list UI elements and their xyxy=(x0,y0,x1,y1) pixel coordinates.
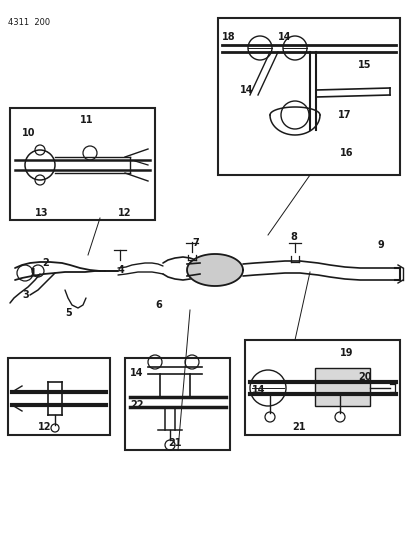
Text: 17: 17 xyxy=(338,110,352,120)
Ellipse shape xyxy=(187,254,243,286)
Text: 12: 12 xyxy=(118,208,131,218)
Text: 21: 21 xyxy=(168,438,182,448)
Text: 14: 14 xyxy=(278,32,291,42)
Bar xyxy=(245,340,400,435)
Text: 7: 7 xyxy=(192,238,199,248)
Text: 11: 11 xyxy=(80,115,93,125)
Bar xyxy=(8,358,110,435)
Text: 1: 1 xyxy=(30,268,37,278)
Text: 18: 18 xyxy=(222,32,236,42)
Text: 4: 4 xyxy=(118,265,125,275)
Text: 2: 2 xyxy=(42,258,49,268)
Bar xyxy=(315,368,370,406)
Text: 10: 10 xyxy=(22,128,35,138)
Text: 8: 8 xyxy=(290,232,297,242)
Text: 3: 3 xyxy=(22,290,29,300)
Text: 9: 9 xyxy=(378,240,385,250)
Text: 21: 21 xyxy=(292,422,306,432)
Text: 22: 22 xyxy=(130,400,144,410)
Text: 13: 13 xyxy=(35,208,49,218)
Text: 5: 5 xyxy=(65,308,72,318)
Text: 15: 15 xyxy=(358,60,372,70)
Text: 20: 20 xyxy=(358,372,372,382)
Bar xyxy=(218,18,400,175)
Text: 14: 14 xyxy=(252,385,266,395)
Text: 6: 6 xyxy=(155,300,162,310)
Bar xyxy=(10,108,155,220)
Text: 4311  200: 4311 200 xyxy=(8,18,50,27)
Text: 19: 19 xyxy=(340,348,353,358)
Text: 14: 14 xyxy=(130,368,144,378)
Text: 16: 16 xyxy=(340,148,353,158)
Text: 14: 14 xyxy=(240,85,253,95)
Text: 12: 12 xyxy=(38,422,51,432)
Bar xyxy=(125,358,230,450)
